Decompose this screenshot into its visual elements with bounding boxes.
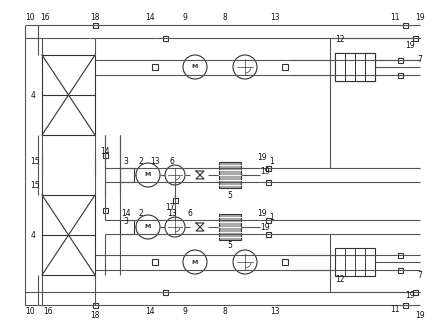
Text: 9: 9 <box>182 308 187 316</box>
Text: 12: 12 <box>335 36 345 45</box>
Circle shape <box>165 217 185 237</box>
Bar <box>397 57 403 62</box>
Bar <box>266 180 270 184</box>
Bar <box>92 303 98 308</box>
Text: 4: 4 <box>31 230 36 240</box>
Circle shape <box>136 215 160 239</box>
Circle shape <box>183 250 207 274</box>
Bar <box>412 36 417 41</box>
Text: 19: 19 <box>415 311 425 319</box>
Text: 12: 12 <box>335 276 345 284</box>
Text: 19: 19 <box>260 223 270 233</box>
Text: 19: 19 <box>257 210 267 218</box>
Text: 4: 4 <box>31 90 36 100</box>
Text: 2: 2 <box>139 210 143 218</box>
Bar <box>120 220 134 234</box>
Text: M: M <box>192 64 198 70</box>
Bar <box>397 268 403 273</box>
Bar <box>120 168 134 182</box>
Text: 19: 19 <box>257 153 267 162</box>
Text: 13: 13 <box>167 210 177 218</box>
Text: 1: 1 <box>270 157 274 167</box>
Bar <box>266 217 270 222</box>
Text: M: M <box>145 224 151 229</box>
Text: 19: 19 <box>415 14 425 22</box>
Bar <box>403 22 408 27</box>
Text: 18: 18 <box>90 311 100 319</box>
Text: 15: 15 <box>30 181 40 189</box>
Text: 18: 18 <box>90 14 100 22</box>
Text: 10: 10 <box>25 14 35 22</box>
Text: 5: 5 <box>228 190 233 200</box>
Text: 14: 14 <box>100 148 110 156</box>
Text: 7: 7 <box>417 271 422 280</box>
Text: 19: 19 <box>260 168 270 177</box>
Text: M: M <box>145 173 151 178</box>
Bar <box>335 53 375 81</box>
Text: 11: 11 <box>390 306 400 314</box>
Text: 19: 19 <box>405 41 415 49</box>
Circle shape <box>233 250 257 274</box>
Circle shape <box>165 165 185 185</box>
Bar <box>152 259 158 265</box>
Circle shape <box>183 55 207 79</box>
Text: 17: 17 <box>165 203 175 212</box>
Bar <box>152 64 158 70</box>
Bar <box>163 289 167 294</box>
Circle shape <box>233 55 257 79</box>
Bar <box>219 162 241 188</box>
Bar <box>219 214 241 240</box>
Text: 14: 14 <box>121 210 131 218</box>
Text: 1: 1 <box>270 214 274 222</box>
Text: 13: 13 <box>270 14 280 22</box>
Text: 8: 8 <box>222 14 227 22</box>
Bar <box>335 53 375 81</box>
Bar <box>103 208 107 213</box>
Text: 6: 6 <box>187 210 192 218</box>
Bar <box>92 22 98 27</box>
Text: 13: 13 <box>270 308 280 316</box>
Bar <box>42 195 95 275</box>
Bar <box>397 252 403 257</box>
Bar <box>282 259 288 265</box>
Text: 2: 2 <box>139 157 143 167</box>
Bar <box>397 73 403 78</box>
Text: 10: 10 <box>25 308 35 316</box>
Bar <box>163 36 167 41</box>
Text: 3: 3 <box>123 157 128 167</box>
Bar <box>335 248 375 276</box>
Text: 16: 16 <box>43 308 53 316</box>
Text: 15: 15 <box>30 157 40 167</box>
Bar <box>173 197 178 203</box>
Text: 8: 8 <box>222 308 227 316</box>
Text: 14: 14 <box>145 308 155 316</box>
Text: M: M <box>192 259 198 265</box>
Bar <box>103 152 107 157</box>
Text: 16: 16 <box>40 14 50 22</box>
Text: 13: 13 <box>150 157 160 167</box>
Text: 3: 3 <box>123 217 128 226</box>
Bar <box>403 303 408 308</box>
Bar <box>266 232 270 237</box>
Text: 9: 9 <box>182 14 187 22</box>
Bar <box>42 55 95 135</box>
Circle shape <box>136 163 160 187</box>
Text: 6: 6 <box>170 157 174 167</box>
Text: 19: 19 <box>405 290 415 300</box>
Bar <box>282 64 288 70</box>
Text: 14: 14 <box>145 14 155 22</box>
Text: 7: 7 <box>417 55 422 64</box>
Text: 5: 5 <box>228 241 233 249</box>
Text: 11: 11 <box>390 14 400 22</box>
Bar <box>412 289 417 294</box>
Bar <box>266 166 270 171</box>
